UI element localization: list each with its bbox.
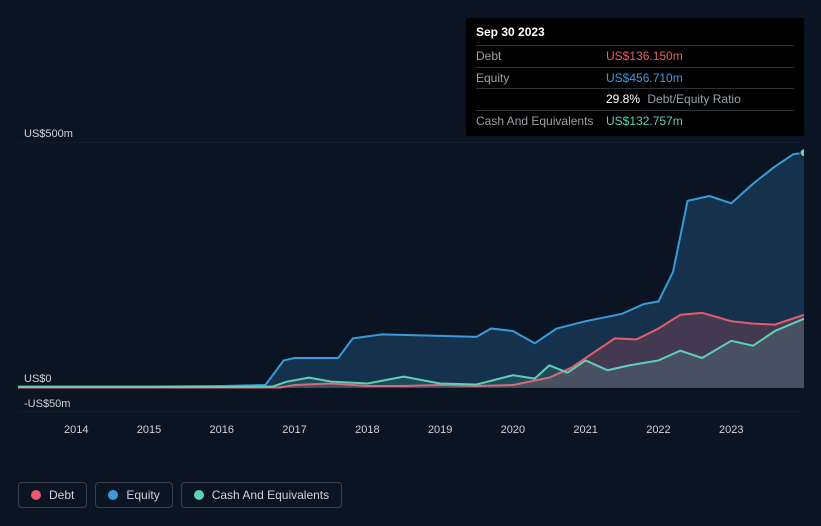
chart-legend: Debt Equity Cash And Equivalents (18, 482, 342, 508)
tooltip-row-debt: Debt US$136.150m (476, 45, 794, 67)
tooltip-row-equity: Equity US$456.710m (476, 67, 794, 89)
x-axis-label: 2022 (646, 424, 670, 436)
legend-label: Cash And Equivalents (212, 488, 329, 502)
chart-area: US$500mUS$0-US$50m 201420152016201720182… (18, 124, 804, 442)
x-axis-labels: 2014 2015 2016 2017 2018 2019 2020 2021 2022 2023 (18, 424, 804, 440)
x-axis-label: 2017 (282, 424, 306, 436)
tooltip-value: US$456.710m (606, 70, 683, 87)
legend-label: Debt (49, 488, 74, 502)
x-axis-label: 2014 (64, 424, 88, 436)
legend-swatch (108, 490, 118, 500)
y-axis-label: US$500m (24, 128, 73, 140)
y-axis-label: US$0 (24, 373, 52, 385)
tooltip-label (476, 91, 606, 108)
legend-item-cash[interactable]: Cash And Equivalents (181, 482, 342, 508)
x-axis-label: 2021 (573, 424, 597, 436)
x-axis-label: 2023 (719, 424, 743, 436)
x-axis-label: 2015 (137, 424, 161, 436)
x-axis-label: 2016 (210, 424, 234, 436)
chart-plot[interactable] (18, 142, 804, 412)
legend-label: Equity (126, 488, 159, 502)
x-axis-label: 2020 (501, 424, 525, 436)
x-axis-label: 2018 (355, 424, 379, 436)
tooltip-row-ratio: 29.8% Debt/Equity Ratio (476, 88, 794, 110)
tooltip-value: US$136.150m (606, 48, 683, 65)
y-axis-label: -US$50m (24, 398, 70, 410)
chart-tooltip: Sep 30 2023 Debt US$136.150m Equity US$4… (466, 18, 804, 136)
x-axis-label: 2019 (428, 424, 452, 436)
legend-swatch (194, 490, 204, 500)
tooltip-label: Debt (476, 48, 606, 65)
tooltip-ratio-value: 29.8% (606, 92, 640, 106)
legend-item-debt[interactable]: Debt (18, 482, 87, 508)
legend-swatch (31, 490, 41, 500)
tooltip-date: Sep 30 2023 (476, 24, 794, 45)
tooltip-ratio-label: Debt/Equity Ratio (647, 92, 740, 106)
legend-item-equity[interactable]: Equity (95, 482, 172, 508)
tooltip-label: Equity (476, 70, 606, 87)
